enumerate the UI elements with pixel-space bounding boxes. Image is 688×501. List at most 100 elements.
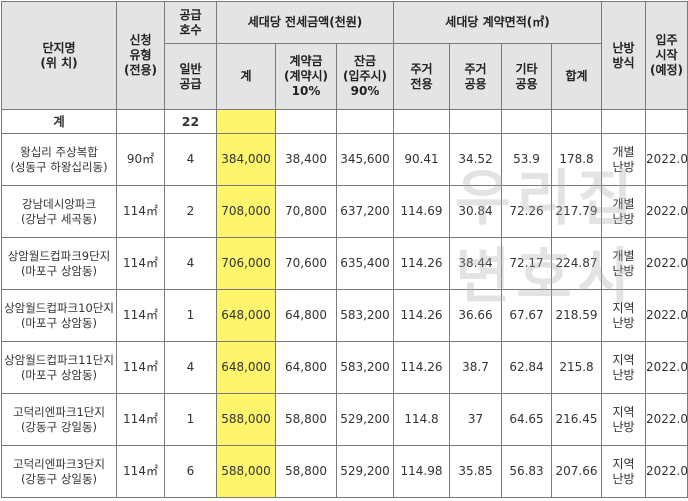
down-payment-cell: 58,800 [275, 393, 337, 446]
header-residential-common: 주거 공용 [449, 43, 503, 110]
type-cell: 114㎡ [116, 237, 165, 290]
header-down-payment: 계약금 (계약시) 10% [275, 43, 337, 110]
complex-name-cell-line: (마포구 상암동) [20, 263, 98, 278]
down-payment-cell: 70,600 [275, 237, 337, 290]
table-row: 고덕리엔파크3단지 (강동구 상일동) 114㎡ 6 588,000 58,800 529,… [1, 445, 688, 498]
table-row: 고덕리엔파크1단지 (강동구 강일동) 114㎡ 1 588,000 58,800 529,… [1, 393, 688, 446]
type-cell: 114㎡ [116, 341, 165, 394]
other-common-cell: 72.17 [501, 237, 553, 290]
heating-cell-line: 개별 [612, 144, 635, 159]
table-row: 왕십리 주상복합 (성동구 하왕십리동) 90㎡ 4 384,000 38,400 345,… [1, 133, 688, 186]
residential-exclusive-cell: 114.98 [393, 445, 451, 498]
heating-cell-line: 개별 [612, 196, 635, 211]
type-cell: 114㎡ [116, 393, 165, 446]
total-empty [393, 109, 451, 134]
complex-name-cell: 왕십리 주상복합 (성동구 하왕십리동) [1, 133, 117, 186]
residential-common-cell: 36.66 [449, 289, 503, 342]
supply-cell: 4 [164, 341, 217, 394]
balance-cell: 529,200 [335, 393, 395, 446]
complex-name-cell-line: (성동구 하왕십리동) [10, 159, 108, 174]
supply-cell: 4 [164, 237, 217, 290]
balance-cell: 583,200 [335, 289, 395, 342]
movein-cell: 2022.04. [645, 289, 688, 342]
balance-cell: 345,600 [335, 133, 395, 186]
header-deposit-group: 세대당 전세금액(천원) [215, 1, 395, 44]
residential-exclusive-cell: 114.26 [393, 237, 451, 290]
type-cell: 114㎡ [116, 289, 165, 342]
residential-common-cell: 34.52 [449, 133, 503, 186]
residential-exclusive-cell: 90.41 [393, 133, 451, 186]
other-common-cell: 72.26 [501, 185, 553, 238]
other-common-cell: 56.83 [501, 445, 553, 498]
down-payment-cell: 64,800 [275, 289, 337, 342]
type-cell: 114㎡ [116, 185, 165, 238]
header-complex: 단지명 (위 치) [1, 1, 117, 110]
down-payment-cell: 64,800 [275, 341, 337, 394]
header-row-1: 단지명 (위 치) 신청 유형 (전용) 공급 호수 세대당 전세금액(천원) 세대당 … [1, 1, 688, 110]
heating-cell-line: 지역 [612, 300, 635, 315]
heating-cell-line: 난방 [612, 367, 635, 382]
area-sum-cell: 217.79 [551, 185, 603, 238]
complex-name-cell-line: 강남데시앙파크 [21, 197, 97, 212]
heating-cell: 개별 난방 [601, 185, 647, 238]
residential-exclusive-cell: 114.69 [393, 185, 451, 238]
total-empty [501, 109, 553, 134]
total-empty [335, 109, 395, 134]
complex-name-cell-line: (강동구 상일동) [20, 471, 98, 486]
heating-cell-line: 지역 [612, 456, 635, 471]
total-empty [551, 109, 603, 134]
heating-cell-line: 난방 [612, 315, 635, 330]
balance-cell: 637,200 [335, 185, 395, 238]
heating-cell-line: 지역 [612, 404, 635, 419]
type-cell: 90㎡ [116, 133, 165, 186]
total-empty [116, 109, 165, 134]
type-cell: 114㎡ [116, 445, 165, 498]
heating-cell: 지역 난방 [601, 445, 647, 498]
total-empty [275, 109, 337, 134]
area-sum-cell: 178.8 [551, 133, 603, 186]
movein-cell: 2022.04. [645, 393, 688, 446]
complex-name-cell-line: (마포구 상암동) [20, 367, 98, 382]
area-sum-cell: 215.8 [551, 341, 603, 394]
other-common-cell: 67.67 [501, 289, 553, 342]
movein-cell: 2022.04. [645, 445, 688, 498]
complex-name-cell: 상암월드컵파크9단지 (마포구 상암동) [1, 237, 117, 290]
deposit-total-cell: 708,000 [216, 185, 276, 238]
deposit-total-cell: 588,000 [216, 393, 276, 446]
total-label: 계 [1, 109, 117, 134]
table-row: 상암월드컵파크10단지 (마포구 상암동) 114㎡ 1 648,000 64,800 58… [1, 289, 688, 342]
area-sum-cell: 224.87 [551, 237, 603, 290]
supply-cell: 1 [164, 393, 217, 446]
heating-cell-line: 난방 [612, 263, 635, 278]
heating-cell: 지역 난방 [601, 341, 647, 394]
residential-exclusive-cell: 114.8 [393, 393, 451, 446]
complex-name-cell-line: 상암월드컵파크11단지 [4, 353, 114, 368]
residential-common-cell: 38.7 [449, 341, 503, 394]
table-row: 상암월드컵파크11단지 (마포구 상암동) 114㎡ 4 648,000 64,800 58… [1, 341, 688, 394]
total-empty [601, 109, 647, 134]
total-empty [449, 109, 503, 134]
area-sum-cell: 207.66 [551, 445, 603, 498]
movein-cell: 2022.04. [645, 133, 688, 186]
movein-cell: 2022.04. [645, 341, 688, 394]
down-payment-cell: 70,800 [275, 185, 337, 238]
deposit-total-cell: 648,000 [216, 289, 276, 342]
residential-common-cell: 38.44 [449, 237, 503, 290]
balance-cell: 583,200 [335, 341, 395, 394]
header-other-common: 기타 공용 [501, 43, 553, 110]
complex-name-cell-line: 고덕리엔파크3단지 [13, 457, 105, 472]
header-supply-general: 일반 공급 [164, 43, 217, 110]
residential-common-cell: 37 [449, 393, 503, 446]
total-empty [645, 109, 688, 134]
complex-name-cell: 고덕리엔파크1단지 (강동구 강일동) [1, 393, 117, 446]
complex-name-cell-line: 상암월드컵파크10단지 [4, 301, 114, 316]
deposit-total-cell: 588,000 [216, 445, 276, 498]
movein-cell: 2022.04. [645, 237, 688, 290]
supply-cell: 1 [164, 289, 217, 342]
heating-cell-line: 난방 [612, 471, 635, 486]
complex-name-cell-line: (강남구 세곡동) [20, 211, 98, 226]
supply-cell: 2 [164, 185, 217, 238]
deposit-total-cell: 384,000 [216, 133, 276, 186]
complex-name-cell: 강남데시앙파크 (강남구 세곡동) [1, 185, 117, 238]
